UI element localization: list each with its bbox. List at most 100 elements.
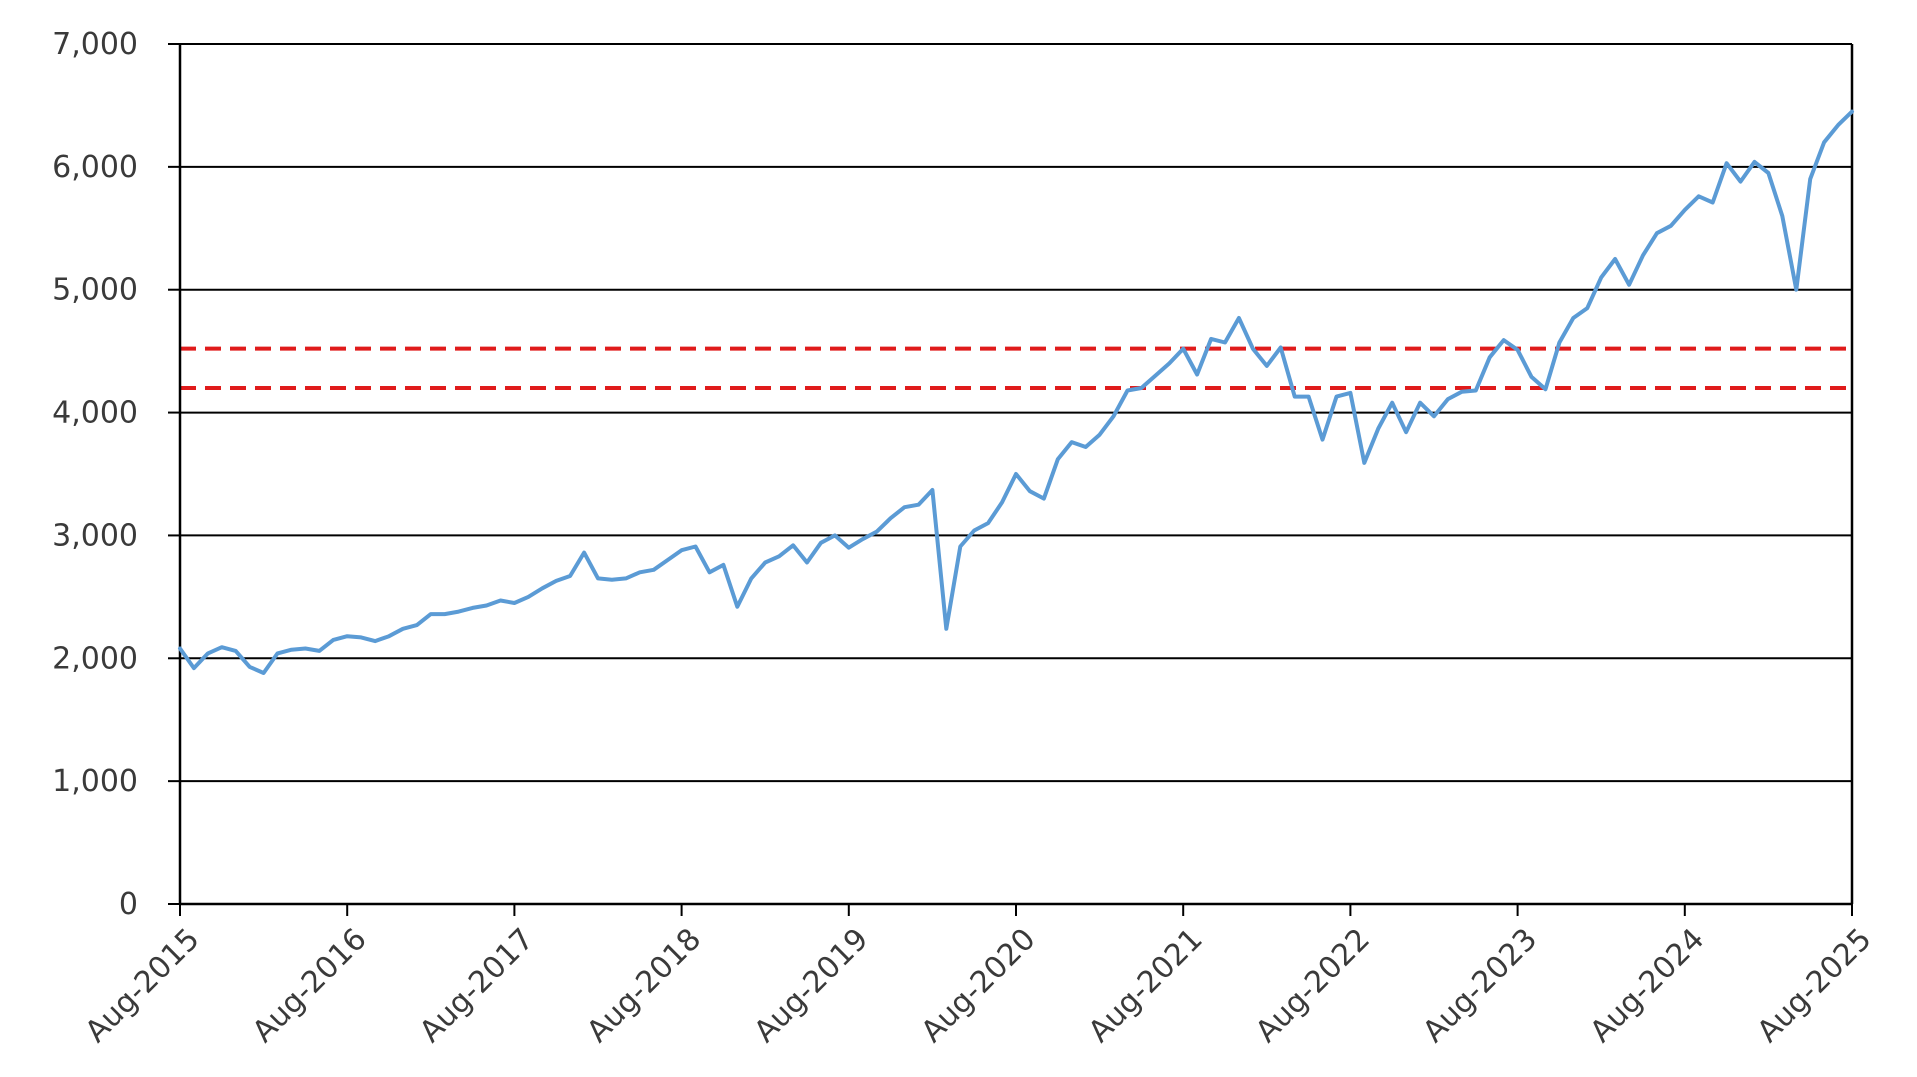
data-point: [332, 639, 335, 641]
y-tick-label: 1,000: [52, 764, 138, 799]
data-point: [848, 546, 850, 549]
series-lines: [178, 109, 1854, 675]
data-point: [1196, 373, 1198, 376]
data-point: [1809, 178, 1811, 180]
data-point: [708, 571, 711, 574]
data-point: [861, 538, 864, 540]
data-point: [1572, 317, 1575, 319]
data-point: [903, 506, 906, 509]
reference-lines: [180, 346, 1852, 390]
data-point: [541, 587, 544, 590]
data-point: [1823, 141, 1825, 144]
data-point: [221, 646, 223, 648]
data-point: [471, 607, 474, 609]
gridlines: [180, 43, 1852, 783]
data-point: [1767, 172, 1770, 174]
data-point: [1182, 347, 1184, 350]
data-point: [304, 647, 307, 650]
data-point: [485, 604, 488, 607]
data-point: [1600, 276, 1602, 279]
data-point: [1475, 389, 1477, 392]
data-point: [1739, 180, 1742, 183]
data-point: [764, 561, 766, 564]
data-point: [639, 571, 641, 574]
data-point: [666, 559, 669, 561]
data-point: [1057, 458, 1059, 461]
data-point: [1544, 388, 1547, 391]
data-point: [1070, 441, 1073, 443]
data-point: [1279, 346, 1282, 349]
data-point: [1377, 427, 1380, 430]
series-line-1: [178, 109, 1854, 675]
data-point: [1795, 288, 1798, 291]
data-point: [597, 577, 599, 580]
y-tick-label: 4,000: [52, 396, 138, 431]
data-point: [583, 551, 585, 554]
x-tick-label: Aug-2018: [580, 922, 708, 1050]
data-point: [1628, 284, 1630, 286]
data-point: [276, 652, 279, 655]
data-point: [1447, 398, 1449, 400]
data-point: [513, 602, 516, 604]
data-point: [1697, 195, 1700, 198]
data-point: [1126, 389, 1129, 392]
data-point: [416, 624, 418, 626]
data-point: [1837, 124, 1839, 126]
data-point: [555, 580, 557, 582]
data-point: [1029, 490, 1031, 493]
data-point: [402, 628, 404, 630]
data-point: [792, 544, 794, 547]
data-point: [443, 613, 446, 615]
data-point: [527, 596, 530, 598]
data-point: [959, 545, 962, 548]
axes: [168, 43, 1854, 916]
data-point: [262, 672, 265, 674]
data-point: [1405, 431, 1407, 434]
data-point: [611, 578, 613, 581]
data-point: [945, 628, 948, 630]
x-tick-label: Aug-2016: [246, 922, 374, 1050]
x-tick-label: Aug-2019: [747, 922, 875, 1050]
data-point: [1252, 347, 1254, 350]
data-point: [1502, 339, 1505, 341]
data-point: [652, 569, 655, 571]
data-point: [1307, 395, 1310, 398]
data-point: [1001, 501, 1003, 504]
data-point: [290, 648, 293, 651]
data-point: [318, 650, 321, 652]
data-point: [1293, 395, 1296, 398]
data-point: [1684, 209, 1686, 211]
data-point: [1266, 365, 1268, 367]
y-tick-label: 0: [119, 887, 138, 922]
y-tick-label: 7,000: [52, 27, 138, 62]
data-point: [722, 564, 725, 566]
data-point: [207, 652, 209, 655]
data-point: [569, 575, 571, 577]
data-point: [694, 545, 697, 548]
data-point: [875, 530, 878, 533]
data-point: [1433, 415, 1435, 418]
x-tick-label: Aug-2023: [1416, 922, 1544, 1050]
data-point: [1154, 374, 1157, 377]
data-point: [917, 503, 920, 506]
data-point: [1335, 395, 1338, 398]
y-tick-label: 2,000: [52, 641, 138, 676]
data-point: [1349, 392, 1352, 394]
data-point: [1321, 438, 1324, 441]
data-point: [1642, 254, 1644, 257]
data-point: [680, 549, 683, 551]
data-point: [360, 636, 362, 639]
data-point: [1851, 110, 1853, 113]
data-point: [430, 613, 432, 615]
data-point: [1614, 258, 1616, 260]
data-point: [987, 522, 989, 524]
x-tick-label: Aug-2021: [1082, 922, 1210, 1050]
data-point: [1670, 225, 1672, 227]
data-point: [499, 599, 502, 602]
data-point: [1084, 446, 1087, 448]
data-point: [889, 517, 892, 519]
data-point: [1530, 376, 1533, 378]
data-point: [1558, 341, 1561, 344]
data-point: [931, 489, 934, 491]
